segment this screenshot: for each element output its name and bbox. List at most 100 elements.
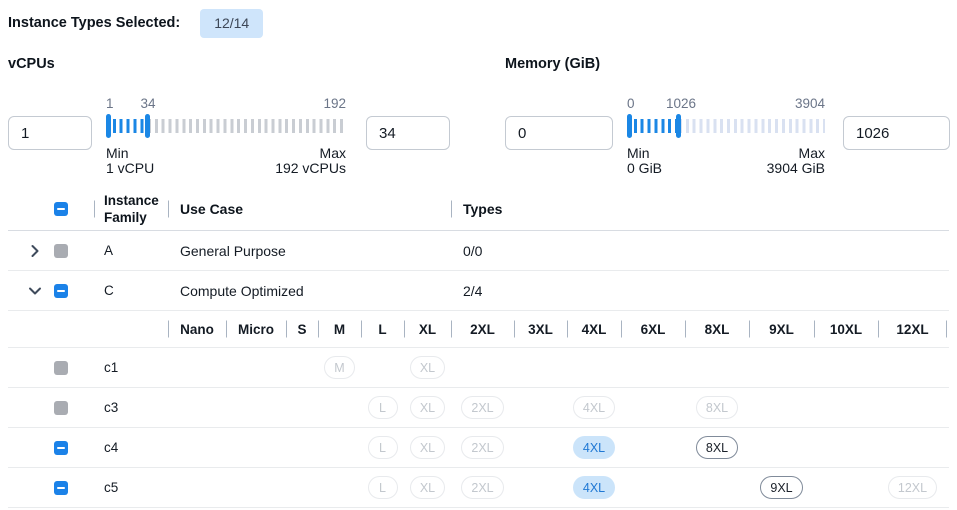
table-row-family-a: A General Purpose 0/0: [8, 231, 949, 271]
column-header-use-case: Use Case: [168, 201, 451, 217]
table-row-c5: c5 L XL 2XL 4XL 9XL 12XL: [8, 468, 949, 508]
size-chip-4xl-selected[interactable]: 4XL: [572, 436, 616, 459]
table-header-row: Instance Family Use Case Types: [8, 188, 949, 231]
family-name: c3: [104, 400, 119, 415]
size-chip-2xl-disabled: 2XL: [461, 476, 504, 499]
vcpus-slider-track[interactable]: [106, 114, 346, 138]
memory-min-handle[interactable]: [627, 114, 632, 138]
use-case-value: Compute Optimized: [180, 282, 304, 299]
size-column-xl: XL: [418, 321, 437, 337]
size-column-8xl: 8XL: [704, 321, 730, 337]
vcpus-min-input[interactable]: [8, 116, 92, 150]
size-chip-l-disabled: L: [367, 436, 398, 459]
row-c1-checkbox-disabled: [54, 360, 68, 375]
size-chip-2xl-disabled: 2XL: [461, 396, 504, 419]
size-chip-l-disabled: L: [367, 476, 398, 499]
memory-filter: Memory (GiB) 0 1026 3904: [505, 56, 950, 176]
column-header-instance-family: Instance Family: [94, 192, 168, 226]
size-column-2xl: 2XL: [470, 321, 495, 337]
size-column-12xl: 12XL: [896, 321, 929, 337]
selected-count-label: Instance Types Selected:: [8, 15, 181, 31]
types-count: 2/4: [463, 282, 483, 299]
vcpus-scale-start: 1: [106, 96, 114, 111]
vcpus-selected-ticks: [106, 119, 148, 133]
table-row-c4: c4 L XL 2XL 4XL 8XL: [8, 428, 949, 468]
memory-scale-current: 1026: [665, 96, 697, 111]
family-name: c4: [104, 440, 119, 455]
family-name: A: [104, 243, 114, 258]
selected-count-bar: Instance Types Selected: 12/14: [8, 8, 949, 38]
family-name: c5: [104, 480, 119, 495]
size-column-3xl: 3XL: [528, 321, 553, 337]
row-c-checkbox-indeterminate[interactable]: [54, 283, 68, 298]
expand-row-a-button[interactable]: [8, 243, 54, 259]
size-chip-12xl-disabled: 12XL: [887, 476, 938, 499]
row-c5-checkbox-indeterminate[interactable]: [54, 480, 68, 495]
size-column-9xl: 9XL: [769, 321, 794, 337]
size-chip-l-disabled: L: [367, 396, 398, 419]
size-chip-xl-disabled: XL: [409, 436, 446, 459]
memory-max-value: 3904 GiB: [766, 160, 825, 176]
vcpus-scale-end: 192: [323, 96, 346, 111]
size-column-6xl: 6XL: [640, 321, 666, 337]
types-count: 0/0: [463, 242, 483, 259]
memory-max-input[interactable]: [843, 116, 950, 150]
size-chip-xl-disabled: XL: [409, 396, 446, 419]
filters-section: vCPUs 1 34 192: [8, 56, 950, 176]
memory-selected-ticks: [627, 119, 679, 133]
vcpus-max-caption: Max: [319, 145, 346, 161]
column-header-types: Types: [451, 201, 949, 217]
instance-family-table: Instance Family Use Case Types A General…: [8, 188, 949, 508]
size-column-m: M: [333, 321, 346, 337]
vcpus-max-handle[interactable]: [145, 114, 150, 138]
vcpus-slider-captions: Min 1 vCPU Max 192 vCPUs: [106, 146, 346, 176]
memory-scale-end: 3904: [794, 96, 825, 111]
size-column-s: S: [297, 321, 307, 337]
table-row-c1: c1 M XL: [8, 348, 949, 388]
size-chip-xl-disabled: XL: [409, 476, 446, 499]
size-chip-m-disabled: M: [324, 356, 355, 379]
vcpus-min-value: 1 vCPU: [106, 160, 155, 176]
selected-count-badge: 12/14: [200, 8, 264, 38]
vcpus-max-input[interactable]: [366, 116, 450, 150]
size-chip-xl-disabled: XL: [409, 356, 446, 379]
vcpus-filter: vCPUs 1 34 192: [8, 56, 450, 176]
size-chip-4xl-selected[interactable]: 4XL: [572, 476, 616, 499]
row-c3-checkbox-disabled: [54, 400, 68, 415]
table-row-c3: c3 L XL 2XL 4XL 8XL: [8, 388, 949, 428]
use-case-value: General Purpose: [180, 242, 286, 259]
vcpus-range-slider[interactable]: 1 34 192 Min 1 vCPU: [106, 96, 346, 176]
vcpus-min-handle[interactable]: [106, 114, 111, 138]
chevron-down-icon: [27, 283, 43, 299]
vcpus-slider-scale: 1 34 192: [106, 96, 346, 112]
select-all-checkbox[interactable]: [54, 202, 68, 216]
size-column-nano: Nano: [180, 321, 214, 337]
memory-min-caption: Min: [627, 145, 650, 161]
chevron-right-icon: [27, 243, 43, 259]
collapse-row-c-button[interactable]: [8, 283, 54, 299]
size-column-10xl: 10XL: [829, 321, 863, 337]
memory-range-slider[interactable]: 0 1026 3904 Min 0 GiB: [627, 96, 825, 176]
size-column-micro: Micro: [237, 321, 274, 337]
memory-max-caption: Max: [798, 145, 825, 161]
memory-slider-track[interactable]: [627, 114, 825, 138]
table-row-family-c: C Compute Optimized 2/4: [8, 271, 949, 311]
vcpus-max-value: 192 vCPUs: [275, 160, 346, 176]
vcpus-scale-current: 34: [140, 96, 156, 111]
memory-slider-scale: 0 1026 3904: [627, 96, 825, 112]
memory-title: Memory (GiB): [505, 56, 601, 72]
family-name: c1: [104, 360, 119, 375]
size-chip-4xl-disabled: 4XL: [572, 396, 616, 419]
memory-max-handle[interactable]: [676, 114, 681, 138]
memory-min-input[interactable]: [505, 116, 613, 150]
vcpus-min-caption: Min: [106, 145, 129, 161]
row-c4-checkbox-indeterminate[interactable]: [54, 440, 68, 455]
memory-slider-captions: Min 0 GiB Max 3904 GiB: [627, 146, 825, 176]
size-chip-8xl[interactable]: 8XL: [695, 436, 739, 459]
memory-min-value: 0 GiB: [627, 160, 663, 176]
size-chip-2xl-disabled: 2XL: [461, 436, 504, 459]
size-chip-9xl[interactable]: 9XL: [760, 476, 803, 499]
family-name: C: [104, 283, 114, 298]
memory-unselected-ticks: [679, 119, 825, 133]
